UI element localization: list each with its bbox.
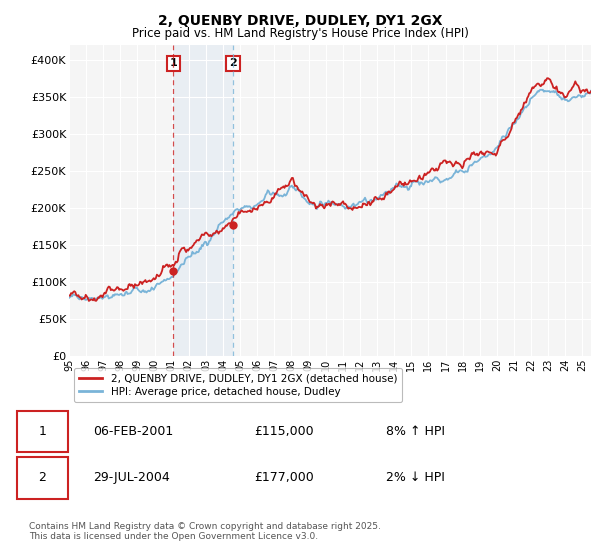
Legend: 2, QUENBY DRIVE, DUDLEY, DY1 2GX (detached house), HPI: Average price, detached : 2, QUENBY DRIVE, DUDLEY, DY1 2GX (detach… (74, 368, 403, 402)
Text: 8% ↑ HPI: 8% ↑ HPI (386, 425, 445, 438)
Text: 1: 1 (169, 58, 177, 68)
Text: 29-JUL-2004: 29-JUL-2004 (92, 472, 169, 484)
FancyBboxPatch shape (17, 457, 68, 498)
Text: 2: 2 (38, 472, 46, 484)
Text: 1: 1 (38, 425, 46, 438)
Text: 2% ↓ HPI: 2% ↓ HPI (386, 472, 445, 484)
Text: £115,000: £115,000 (254, 425, 314, 438)
FancyBboxPatch shape (17, 410, 68, 452)
Text: Contains HM Land Registry data © Crown copyright and database right 2025.
This d: Contains HM Land Registry data © Crown c… (29, 522, 381, 542)
Text: £177,000: £177,000 (254, 472, 314, 484)
Text: 2: 2 (229, 58, 237, 68)
Text: Price paid vs. HM Land Registry's House Price Index (HPI): Price paid vs. HM Land Registry's House … (131, 27, 469, 40)
Bar (173, 45, 233, 356)
Text: 2, QUENBY DRIVE, DUDLEY, DY1 2GX: 2, QUENBY DRIVE, DUDLEY, DY1 2GX (158, 14, 442, 28)
Text: 06-FEB-2001: 06-FEB-2001 (92, 425, 173, 438)
